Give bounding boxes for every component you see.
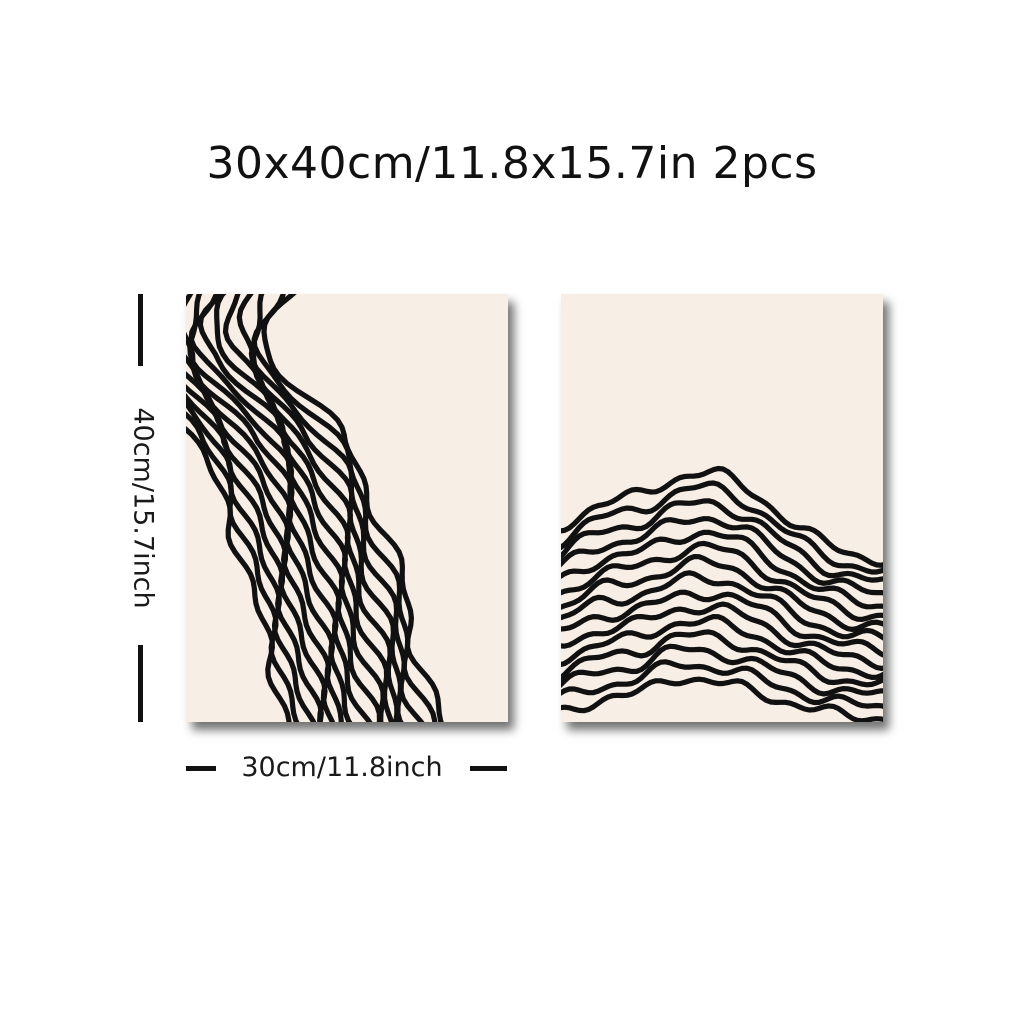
width-dimension-left-bar: [186, 766, 216, 771]
right-poster: [561, 294, 883, 722]
right-poster-hill-line: [561, 540, 883, 622]
left-poster-line-art: [186, 294, 444, 722]
height-dimension-top-bar: [138, 294, 143, 366]
right-poster-hill-line: [561, 570, 883, 641]
height-dimension-bottom-bar: [138, 645, 143, 722]
right-poster-hill-line: [561, 659, 883, 709]
left-poster-wave-line: [186, 371, 336, 722]
left-poster-wave-line: [186, 384, 328, 722]
right-poster-hill-line: [561, 676, 883, 722]
left-poster-wave-line: [186, 399, 317, 722]
right-poster-hill-line: [561, 529, 883, 610]
left-poster-wave-line: [186, 392, 324, 722]
right-poster-line-art: [561, 465, 883, 722]
left-poster: [186, 294, 508, 722]
right-poster-hill-line: [561, 498, 883, 583]
right-poster-hill-line: [561, 480, 883, 575]
right-poster-hill-line: [561, 589, 883, 658]
right-poster-hill-line: [561, 629, 883, 688]
left-poster-wave-line: [214, 294, 395, 722]
left-poster-wave-line: [187, 294, 373, 722]
left-poster-wave-line: [248, 294, 425, 722]
right-poster-hill-line: [561, 516, 883, 596]
product-size-title: 30x40cm/11.8x15.7in 2pcs: [206, 138, 818, 189]
right-poster-hill-line: [561, 465, 883, 568]
left-poster-wave-line: [188, 294, 383, 722]
left-poster-wave-line: [186, 411, 300, 722]
right-poster-hill-line: [561, 554, 883, 632]
right-poster-hill-line: [561, 643, 883, 697]
height-dimension-label: 40cm/15.7inch: [127, 407, 159, 609]
left-poster-wave-line: [197, 294, 386, 722]
left-poster-wave-line: [261, 294, 444, 722]
right-poster-hill-line: [561, 601, 883, 671]
width-dimension-right-bar: [470, 766, 507, 771]
width-dimension-label: 30cm/11.8inch: [241, 752, 443, 783]
right-poster-hill-line: [561, 614, 883, 680]
